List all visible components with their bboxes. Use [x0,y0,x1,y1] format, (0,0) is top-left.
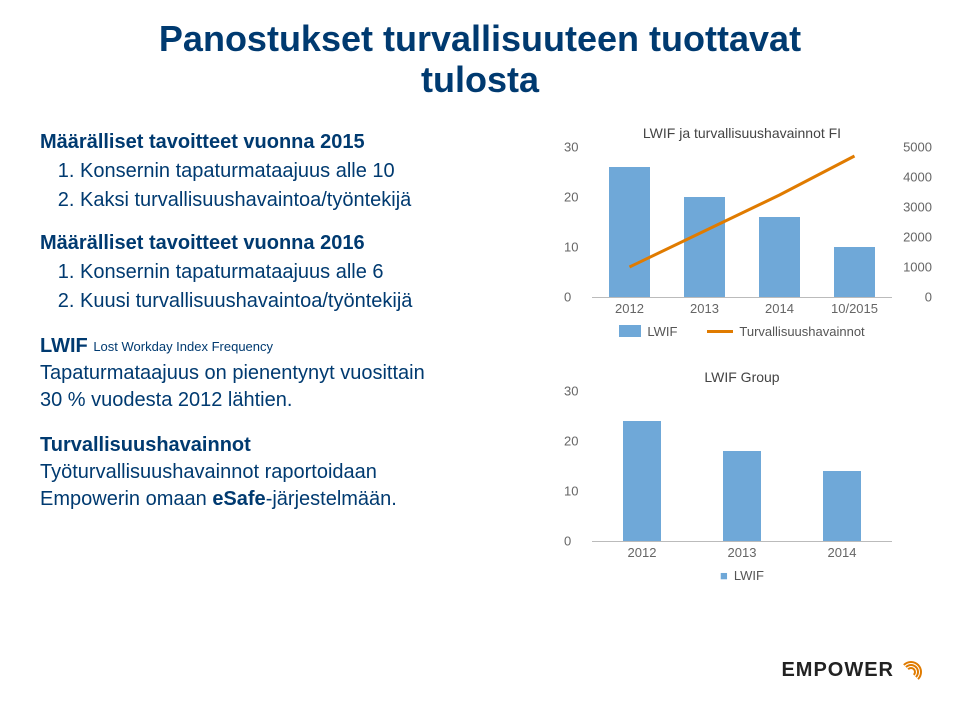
x-tick: 2013 [690,301,719,316]
legend-item: ■ LWIF [720,568,764,583]
y-tick-right: 1000 [903,259,932,274]
chart-legend: ■ LWIF [564,568,920,583]
x-tick: 10/2015 [831,301,878,316]
esafe-label: eSafe [212,488,265,510]
obs-body-1: Työturvallisuushavainnot raportoidaan [40,461,377,483]
lwif-expansion: Lost Workday Index Frequency [93,339,273,354]
list-item: Konsernin tapaturmataajuus alle 6 [80,259,540,286]
obs-body-2c: -järjestelmään. [266,488,397,510]
slide: Panostukset turvallisuuteen tuottavat tu… [0,0,960,704]
y-tick-right: 5000 [903,139,932,154]
y-tick-left: 0 [564,533,571,548]
chart-plot: 0102030201220132014 [592,391,892,542]
legend-swatch-icon [707,330,733,333]
list-item: Kaksi turvallisuushavaintoa/työntekijä [80,187,540,214]
bar [623,421,661,541]
logo-mark-icon [900,661,920,681]
y-tick-left: 20 [564,433,578,448]
list-item: Konsernin tapaturmataajuus alle 10 [80,158,540,185]
x-tick: 2012 [615,301,644,316]
obs-body-2a: Empowerin omaan [40,488,212,510]
legend-swatch-icon [619,325,641,337]
slide-title: Panostukset turvallisuuteen tuottavat tu… [40,18,920,101]
x-tick: 2012 [628,545,657,560]
y-tick-right: 3000 [903,199,932,214]
empower-logo: EMPOWER [781,659,920,682]
bar [759,217,800,297]
chart-legend: LWIF Turvallisuushavainnot [564,324,920,339]
y-tick-left: 30 [564,383,578,398]
x-tick: 2014 [828,545,857,560]
chart-title: LWIF Group [564,369,920,385]
y-tick-right: 4000 [903,169,932,184]
legend-item: Turvallisuushavainnot [707,324,864,339]
goals-2015-list: Konsernin tapaturmataajuus alle 10 Kaksi… [40,158,540,214]
bar [723,451,761,541]
legend-item: LWIF [619,324,677,339]
legend-label: LWIF [734,568,764,583]
legend-label: Turvallisuushavainnot [739,324,864,339]
obs-paragraph: Turvallisuushavainnot Työturvallisuushav… [40,432,540,513]
legend-label: LWIF [647,324,677,339]
bar [823,471,861,541]
goals-2016-list: Konsernin tapaturmataajuus alle 6 Kuusi … [40,259,540,315]
obs-head: Turvallisuushavainnot [40,434,251,456]
x-tick: 2013 [728,545,757,560]
lwif-paragraph: LWIF Lost Workday Index Frequency Tapatu… [40,333,540,414]
goals-2015-head: Määrälliset tavoitteet vuonna 2015 [40,131,540,154]
y-tick-left: 20 [564,189,578,204]
bar [834,247,875,297]
chart-title: LWIF ja turvallisuushavainnot FI [564,125,920,141]
left-column: Määrälliset tavoitteet vuonna 2015 Konse… [40,125,540,583]
bar [684,197,725,297]
y-tick-left: 30 [564,139,578,154]
logo-text: EMPOWER [781,659,894,682]
lwif-body-2: 30 % vuodesta 2012 lähtien. [40,389,292,411]
content-row: Määrälliset tavoitteet vuonna 2015 Konse… [40,125,920,583]
title-line-2: tulosta [421,59,539,100]
lwif-group-chart: LWIF Group0102030201220132014■LWIF [564,369,920,583]
y-tick-left: 10 [564,483,578,498]
y-tick-right: 2000 [903,229,932,244]
y-tick-left: 0 [564,289,571,304]
list-item: Kuusi turvallisuushavaintoa/työntekijä [80,288,540,315]
lwif-label: LWIF [40,335,88,357]
y-tick-right: 0 [925,289,932,304]
chart-plot: 0102030010002000300040005000201220132014… [592,147,892,298]
y-tick-left: 10 [564,239,578,254]
bar [609,167,650,297]
charts-column: LWIF ja turvallisuushavainnot FI01020300… [564,125,920,583]
title-line-1: Panostukset turvallisuuteen tuottavat [159,18,801,59]
goals-2016-head: Määrälliset tavoitteet vuonna 2016 [40,232,540,255]
legend-swatch-icon: ■ [720,568,728,583]
lwif-body-1: Tapaturmataajuus on pienentynyt vuositta… [40,362,425,384]
x-tick: 2014 [765,301,794,316]
lwif-fi-chart: LWIF ja turvallisuushavainnot FI01020300… [564,125,920,339]
